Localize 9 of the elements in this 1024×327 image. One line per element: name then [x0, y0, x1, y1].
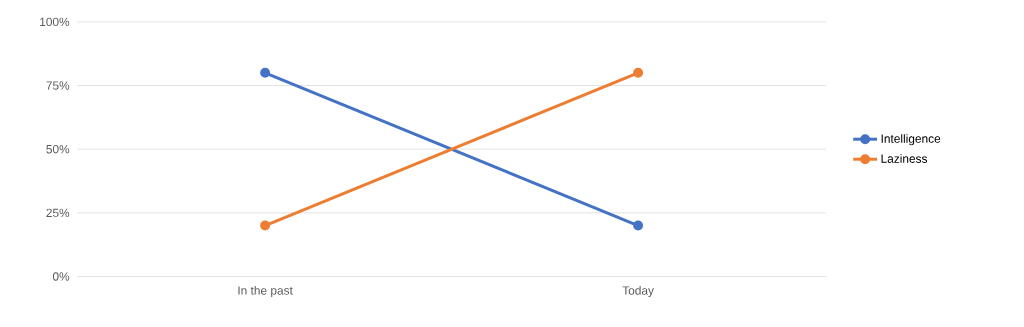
y-tick-label: 25% [46, 208, 70, 217]
legend-label: Intelligence [881, 134, 941, 146]
x-tick-label: In the past [238, 285, 293, 297]
y-tick-label: 0% [52, 272, 70, 281]
y-tick-label: 75% [46, 81, 70, 90]
legend-label: Laziness [881, 154, 928, 163]
y-tick-label: 100% [40, 17, 70, 26]
x-tick-label: Today [622, 285, 654, 297]
y-tick-label: 50% [46, 144, 70, 154]
